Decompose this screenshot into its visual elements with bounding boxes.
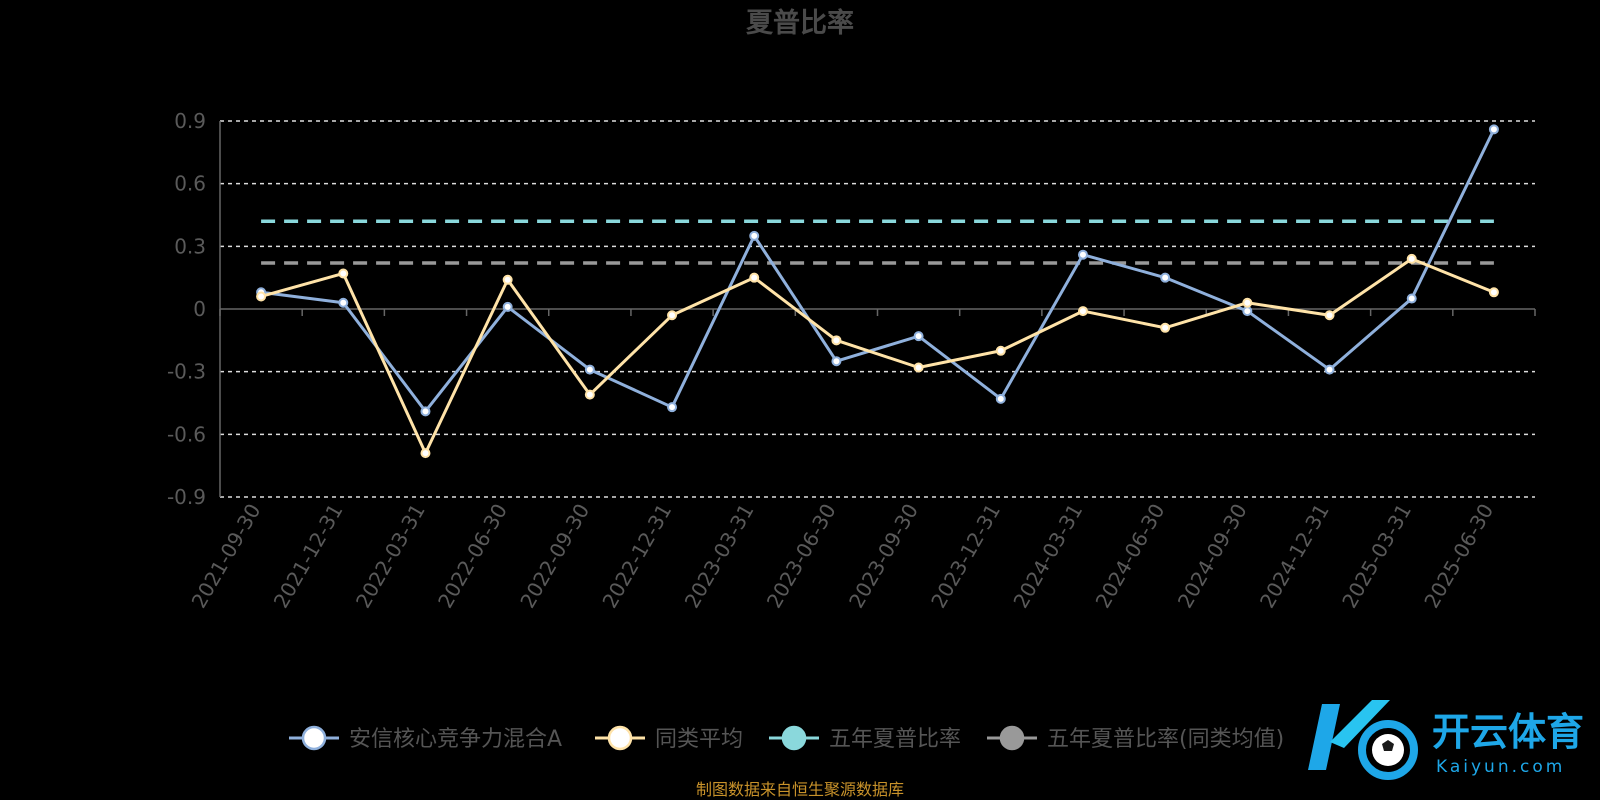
data-point[interactable] [338,268,349,279]
data-point[interactable] [995,345,1006,356]
legend-item-0[interactable]: 安信核心竞争力混合A [289,725,562,752]
chart-title: 夏普比率 [746,7,854,39]
x-tick-label: 2022-06-30 [433,500,512,613]
x-tick-label: 2024-03-31 [1008,500,1087,613]
data-point[interactable] [420,406,431,417]
reference-lines [261,219,1494,265]
data-point[interactable] [256,291,267,302]
data-point[interactable] [667,310,678,321]
data-point[interactable] [502,274,513,285]
data-point[interactable] [1160,272,1171,283]
x-tick-label: 2024-12-31 [1255,500,1334,613]
kaiyun-logo-icon [1308,700,1418,780]
data-point[interactable] [1077,306,1088,317]
data-point[interactable] [1324,364,1335,375]
data-point[interactable] [1242,297,1253,308]
data-source-note: 制图数据来自恒生聚源数据库 [696,780,904,799]
x-tick-label: 2024-06-30 [1091,500,1170,613]
data-point[interactable] [1077,249,1088,260]
data-point[interactable] [584,364,595,375]
legend-item-2[interactable]: 五年夏普比率 [769,725,961,752]
x-tick-label: 2022-12-31 [597,500,676,613]
y-tick-label: -0.3 [167,360,206,384]
x-tick-label: 2023-03-31 [680,500,759,613]
x-tick-label: 2022-03-31 [351,500,430,613]
data-point[interactable] [1242,306,1253,317]
data-point[interactable] [1488,287,1499,298]
kaiyun-logo-watermark: 开云体育 Kaiyun.com [1308,700,1584,780]
data-point[interactable] [420,448,431,459]
watermark-text-cn: 开云体育 [1432,710,1584,754]
y-tick-label: 0.3 [174,234,206,258]
legend-swatch-marker [781,725,807,751]
legend-item-3[interactable]: 五年夏普比率(同类均值) [987,725,1284,752]
legend-swatch-marker [301,725,327,751]
x-tick-label: 2022-09-30 [515,500,594,613]
legend-label: 五年夏普比率(同类均值) [1047,727,1284,752]
data-point[interactable] [749,230,760,241]
x-tick-label: 2024-09-30 [1173,500,1252,613]
series-line-0 [260,128,1496,413]
data-point[interactable] [1488,124,1499,135]
data-point[interactable] [1160,322,1171,333]
legend-label: 五年夏普比率 [829,727,961,752]
data-point[interactable] [1406,253,1417,264]
data-point[interactable] [502,301,513,312]
series-layer [256,124,1499,459]
legend[interactable]: 安信核心竞争力混合A 同类平均 五年夏普比率 五年夏普比率(同类均值) [289,725,1284,752]
x-tick-label: 2025-03-31 [1337,500,1416,613]
data-point[interactable] [1406,293,1417,304]
y-tick-label: 0 [193,297,206,321]
x-tick-label: 2021-09-30 [187,500,266,613]
x-tick-label: 2025-06-30 [1419,500,1498,613]
legend-swatch-marker [999,725,1025,751]
data-point[interactable] [338,297,349,308]
series-line-1 [260,257,1495,455]
legend-item-1[interactable]: 同类平均 [595,725,743,752]
data-point[interactable] [831,356,842,367]
x-tick-label: 2023-12-31 [926,500,1005,613]
data-point[interactable] [913,331,924,342]
y-tick-label: 0.9 [174,109,206,133]
data-point[interactable] [913,362,924,373]
legend-label: 安信核心竞争力混合A [349,727,562,752]
legend-label: 同类平均 [655,727,743,752]
y-tick-label: -0.6 [167,422,206,446]
legend-swatch-marker [607,725,633,751]
x-tick-label: 2023-06-30 [762,500,841,613]
y-tick-label: 0.6 [174,172,206,196]
data-point[interactable] [584,389,595,400]
data-point[interactable] [749,272,760,283]
y-tick-label: -0.9 [167,485,206,509]
x-tick-label: 2023-09-30 [844,500,923,613]
x-tick-label: 2021-12-31 [269,500,348,613]
data-point[interactable] [667,402,678,413]
data-point[interactable] [995,393,1006,404]
data-point[interactable] [1324,310,1335,321]
data-point[interactable] [831,335,842,346]
watermark-text-en: Kaiyun.com [1436,757,1565,777]
